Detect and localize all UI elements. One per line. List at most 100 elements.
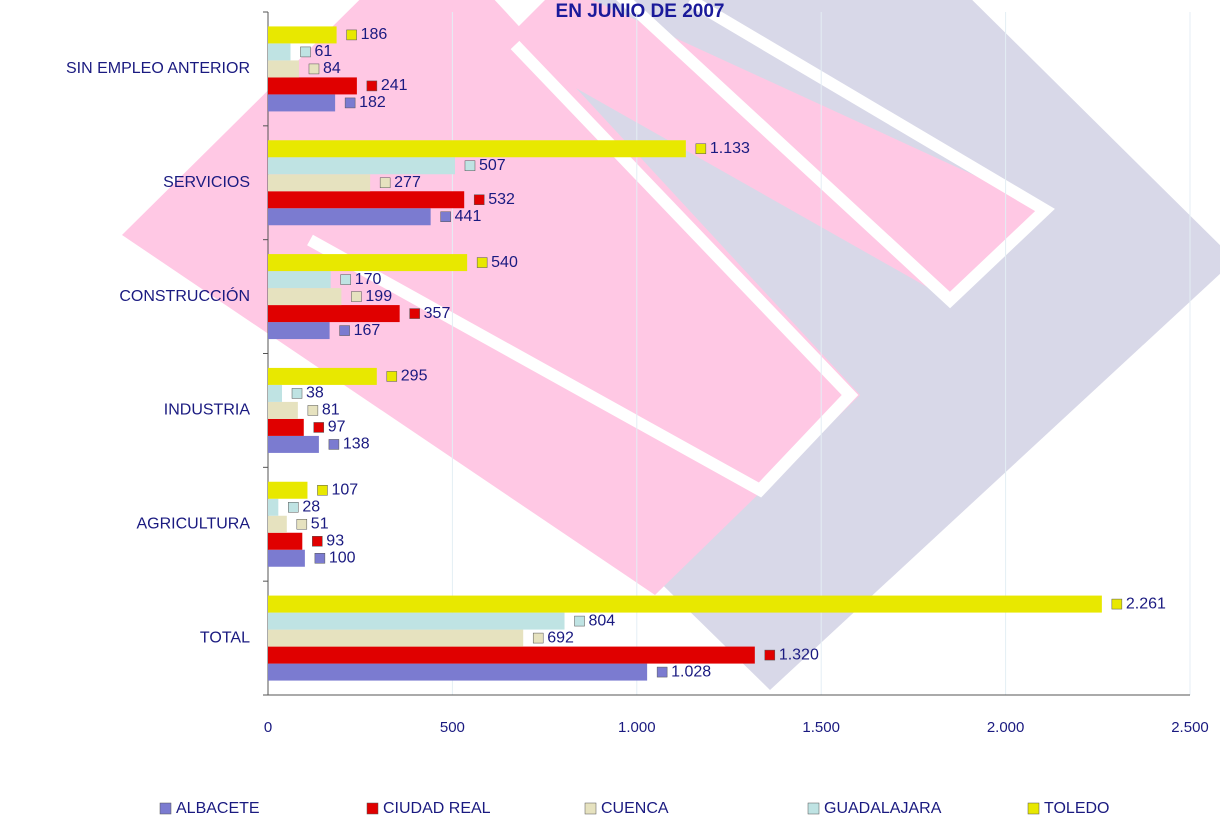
legend-label: TOLEDO [1044, 800, 1110, 817]
bar [268, 288, 342, 306]
legend-label: GUADALAJARA [824, 800, 942, 817]
value-label-key [312, 536, 323, 547]
legend-key [159, 802, 172, 815]
value-label: 441 [455, 208, 482, 225]
value-label-key [366, 80, 378, 92]
value-label-key [764, 649, 776, 661]
bar [268, 77, 357, 95]
bar [268, 384, 283, 402]
value-label: 51 [311, 515, 329, 532]
value-label-key [574, 615, 585, 627]
y-tick-label: CONSTRUCCIÓN [119, 286, 250, 305]
x-tick-label: 2.500 [1171, 719, 1209, 736]
value-label-key [386, 371, 398, 382]
value-label-key [532, 632, 544, 644]
value-label-key [313, 422, 325, 433]
value-label: 532 [488, 191, 515, 208]
bar [268, 322, 330, 340]
value-label-key [473, 194, 485, 205]
value-label: 167 [354, 322, 381, 339]
value-label-key [464, 160, 476, 171]
value-label-key [291, 388, 303, 399]
value-label: 804 [589, 612, 616, 629]
bar [268, 140, 686, 158]
x-tick-label: 1.500 [802, 719, 840, 736]
bar [268, 532, 303, 550]
value-label: 170 [355, 271, 382, 288]
chart-title: EN JUNIO DE 2007 [556, 1, 725, 22]
value-label-key [317, 485, 328, 496]
bar [268, 629, 524, 647]
legend-key [584, 802, 597, 815]
y-tick-label: TOTAL [200, 629, 250, 646]
value-label-key [346, 29, 357, 41]
value-label: 507 [479, 157, 506, 174]
bar [268, 418, 304, 436]
value-label: 61 [314, 43, 332, 60]
legend-key [1027, 802, 1040, 815]
value-label-key [300, 46, 311, 58]
value-label-key [314, 553, 326, 564]
bar [268, 157, 455, 175]
bar [268, 435, 319, 453]
legend-key [807, 802, 820, 815]
value-label: 295 [401, 368, 428, 385]
bar [268, 60, 299, 78]
value-label: 540 [491, 254, 518, 271]
value-label: 138 [343, 436, 370, 453]
value-label: 97 [328, 419, 346, 436]
value-label-key [288, 502, 299, 513]
value-label-key [308, 63, 320, 75]
value-label-key [656, 666, 668, 678]
value-label-key [339, 325, 350, 336]
x-tick-label: 500 [440, 719, 465, 736]
y-tick-label: AGRICULTURA [137, 515, 251, 532]
legend-label: CIUDAD REAL [383, 800, 491, 817]
x-tick-label: 1.000 [618, 719, 656, 736]
bar [268, 208, 431, 226]
value-label-key [409, 308, 420, 319]
x-tick-label: 0 [264, 719, 272, 736]
bar [268, 498, 279, 516]
value-label-key [340, 274, 351, 285]
value-label-key [695, 143, 707, 154]
logo-stroke [307, 40, 859, 498]
value-label: 199 [365, 288, 392, 305]
legend-key [366, 802, 379, 815]
value-label: 28 [302, 498, 320, 515]
value-label: 182 [359, 94, 386, 111]
bar [268, 646, 755, 664]
value-label-key [379, 177, 391, 188]
y-tick-label: SIN EMPLEO ANTERIOR [66, 60, 250, 77]
value-label: 241 [381, 77, 408, 94]
y-tick-label: SERVICIOS [163, 174, 250, 191]
value-label: 84 [323, 60, 341, 77]
bar [268, 401, 298, 419]
value-label: 2.261 [1126, 595, 1166, 612]
bar [268, 26, 337, 44]
bar [268, 254, 468, 272]
value-label: 1.028 [671, 663, 711, 680]
value-label-key [351, 291, 362, 302]
bar [268, 481, 308, 499]
legend-label: CUENCA [601, 800, 669, 817]
bar [268, 515, 287, 533]
bar [268, 612, 565, 630]
bar [268, 549, 305, 567]
bar [268, 663, 648, 681]
bar [268, 94, 336, 112]
logo-pink-right [500, 0, 1050, 300]
value-label: 357 [424, 305, 451, 322]
value-label: 100 [329, 549, 356, 566]
value-label-key [307, 405, 319, 416]
value-label: 107 [331, 481, 358, 498]
value-label-key [1111, 598, 1123, 610]
value-label: 692 [547, 629, 574, 646]
bar [268, 43, 291, 61]
legend-label: ALBACETE [176, 800, 260, 817]
value-label-key [328, 439, 340, 450]
value-label: 93 [326, 532, 344, 549]
value-label: 1.133 [710, 140, 750, 157]
value-label: 277 [394, 174, 421, 191]
